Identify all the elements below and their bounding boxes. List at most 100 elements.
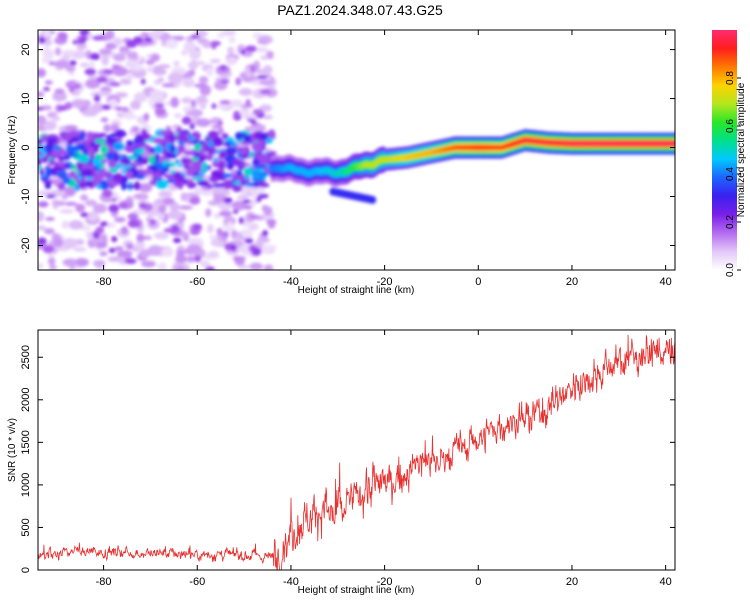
spectrogram-blob	[177, 163, 183, 168]
spectrogram-blob	[244, 238, 254, 244]
spectrogram-blob	[113, 152, 120, 162]
spectrogram-blob	[216, 32, 226, 39]
spectrogram-blob	[219, 150, 226, 158]
colorbar-tick-label: 0.6	[725, 119, 736, 133]
spectrogram-blob	[145, 59, 155, 65]
spectrogram-blob	[38, 165, 42, 170]
spectrogram-blob	[160, 247, 174, 257]
spectrogram-blob	[38, 68, 47, 78]
spectrogram-blob	[185, 255, 196, 263]
spectrogram-blob	[158, 205, 167, 214]
spectrogram-blob	[261, 204, 269, 212]
spectrogram-blob	[205, 208, 212, 218]
spectrogram-blob	[141, 132, 149, 141]
spectrogram-blob	[209, 58, 221, 64]
spectrogram-x-axis: -80 -60 -40 -20 0 20 40	[96, 30, 672, 288]
spectrogram-blob	[175, 255, 188, 264]
spectrogram-blob	[64, 125, 78, 132]
spectrogram-blob	[58, 32, 68, 41]
spectrogram-x-label: Height of straight line (km)	[298, 285, 415, 296]
y-tick-label: 0	[20, 144, 32, 150]
spectrogram-blob	[158, 190, 173, 198]
spectrogram-blob	[79, 62, 89, 68]
spectrogram-blob	[239, 71, 247, 79]
spectrogram-blob	[154, 153, 160, 163]
spectrogram-blob	[61, 49, 77, 56]
spectrogram-blob	[77, 154, 90, 164]
spectrogram-blob	[38, 91, 45, 98]
spectrogram-blob	[258, 133, 269, 141]
spectrogram-blob	[181, 49, 188, 56]
spectrogram-blob	[42, 245, 55, 254]
spectrogram-blob	[255, 69, 266, 75]
spectrogram-blob	[249, 262, 264, 270]
spectrogram-blob	[165, 163, 171, 168]
spectrogram-blob	[38, 150, 43, 156]
spectrogram-blob	[47, 257, 56, 266]
spectrogram-blob	[238, 217, 245, 225]
spectrogram-blob	[260, 55, 269, 61]
spectrogram-blob	[231, 158, 243, 166]
spectrogram-blob	[143, 112, 150, 122]
spectrogram-blob	[73, 83, 81, 90]
spectrogram-blob	[134, 141, 146, 149]
colorbar-tick-label: 0.2	[725, 215, 736, 229]
spectrogram-blob	[250, 64, 256, 73]
spectrogram-blob	[213, 213, 221, 219]
spectrogram-blob	[108, 247, 116, 254]
spectrogram-y-axis: 20 10 0 -10 -20	[20, 43, 675, 253]
spectrogram-blob	[238, 88, 253, 96]
colorbar-tick-label: 0.4	[725, 167, 736, 181]
x-tick-label: -80	[96, 276, 112, 288]
spectrogram-blob	[164, 174, 172, 179]
spectrogram-blob	[176, 266, 185, 270]
spectrogram-blob	[197, 95, 208, 104]
spectrogram-blob	[226, 221, 234, 231]
spectrogram-blob	[235, 77, 242, 86]
spectrogram-blob	[38, 262, 44, 269]
spectrogram-blob	[262, 114, 274, 120]
spectrogram-blob	[68, 130, 81, 137]
spectrogram-blob	[94, 139, 106, 144]
spectrogram-blob	[186, 182, 197, 189]
snr-y-label: SNR (10 * v/v)	[7, 418, 18, 482]
spectrogram-blob	[43, 30, 51, 38]
spectrogram-blob	[79, 30, 90, 36]
spectrogram-blob	[70, 145, 81, 152]
spectrogram-blob	[243, 205, 253, 210]
spectrogram-blob	[148, 164, 159, 171]
spectrogram-blob	[138, 42, 148, 47]
x-tick-label: -60	[189, 276, 205, 288]
spectrogram-blob	[161, 83, 176, 88]
spectrogram-blob	[61, 220, 70, 229]
spectrogram-blob	[97, 132, 107, 138]
spectrogram-blob	[93, 203, 108, 214]
spectrogram-blob	[51, 115, 61, 122]
spectrogram-y-label: Frequency (Hz)	[7, 116, 18, 185]
spectrogram-blob	[125, 59, 138, 69]
spectrogram-blob	[49, 264, 57, 270]
spectrogram-blob	[211, 43, 217, 50]
spectrogram-blob	[218, 210, 232, 217]
spectrogram-blob	[124, 258, 137, 265]
spectrogram-blob	[255, 46, 269, 53]
spectrogram-blob	[245, 98, 251, 108]
spectrogram-blob	[199, 260, 211, 267]
x-tick-label: 40	[660, 276, 672, 288]
spectrogram-blob	[204, 266, 215, 270]
spectrogram-blob	[259, 80, 274, 86]
spectrogram-blob	[233, 255, 242, 262]
snr-x-axis: -80 -60 -40 -20 0 20 40	[96, 330, 672, 588]
spectrogram-blob	[239, 149, 248, 155]
spectrogram-blob	[63, 163, 71, 169]
spectrogram-blob	[48, 61, 55, 66]
spectrogram-blob	[252, 159, 260, 166]
spectrogram-blob	[56, 170, 68, 177]
spectrogram-blob	[201, 161, 208, 172]
y-tick-label: -10	[20, 189, 32, 205]
spectrogram-blob	[255, 170, 269, 178]
spectrogram-blob	[95, 154, 106, 161]
spectrogram-blob	[103, 69, 114, 74]
spectrogram-blob	[99, 86, 112, 91]
